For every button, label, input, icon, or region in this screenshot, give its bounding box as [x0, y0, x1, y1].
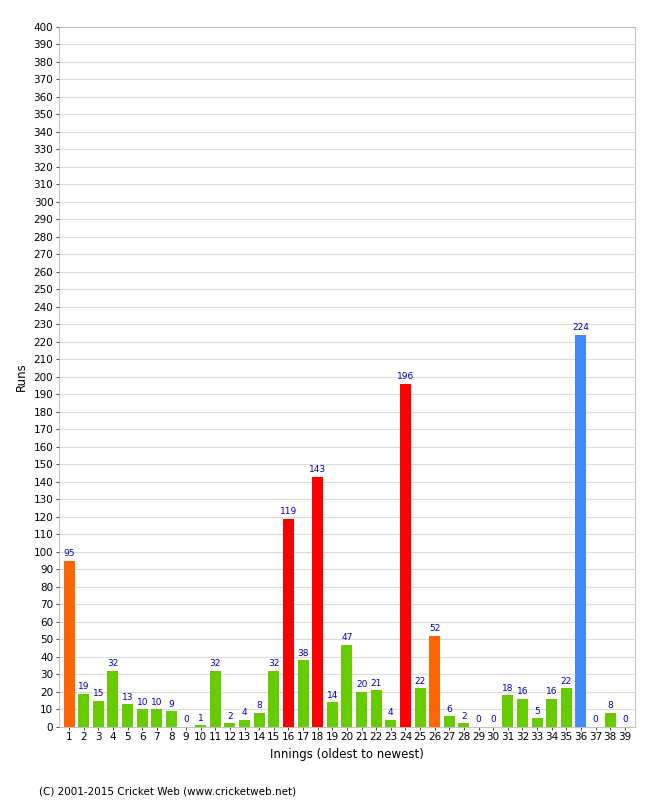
Text: 10: 10	[151, 698, 162, 706]
X-axis label: Innings (oldest to newest): Innings (oldest to newest)	[270, 748, 424, 761]
Bar	[429, 636, 440, 727]
Bar	[517, 699, 528, 727]
Bar	[415, 688, 426, 727]
Bar	[93, 701, 104, 727]
Text: 10: 10	[136, 698, 148, 706]
Text: 8: 8	[256, 702, 262, 710]
Bar	[136, 710, 148, 727]
Text: 32: 32	[107, 659, 119, 668]
Text: 0: 0	[622, 715, 628, 724]
Bar	[502, 695, 514, 727]
Bar	[254, 713, 265, 727]
Text: 18: 18	[502, 684, 514, 693]
Text: 9: 9	[168, 699, 174, 709]
Bar	[298, 660, 309, 727]
Bar	[210, 671, 221, 727]
Text: 14: 14	[326, 690, 338, 700]
Bar	[151, 710, 162, 727]
Text: 95: 95	[63, 549, 75, 558]
Text: 1: 1	[198, 714, 203, 722]
Text: 15: 15	[92, 689, 104, 698]
Text: 119: 119	[280, 507, 297, 516]
Text: 19: 19	[78, 682, 90, 691]
Bar	[327, 702, 338, 727]
Text: 143: 143	[309, 465, 326, 474]
Text: 0: 0	[490, 715, 496, 724]
Text: 2: 2	[461, 712, 467, 721]
Bar	[78, 694, 89, 727]
Bar	[532, 718, 543, 727]
Bar	[312, 477, 323, 727]
Text: 6: 6	[447, 705, 452, 714]
Bar	[561, 688, 572, 727]
Y-axis label: Runs: Runs	[15, 362, 28, 391]
Bar	[283, 518, 294, 727]
Text: 0: 0	[593, 715, 599, 724]
Bar	[239, 720, 250, 727]
Text: 224: 224	[573, 323, 590, 332]
Text: 0: 0	[183, 715, 189, 724]
Bar	[444, 716, 455, 727]
Bar	[122, 704, 133, 727]
Bar	[107, 671, 118, 727]
Bar	[370, 690, 382, 727]
Bar	[400, 384, 411, 727]
Bar	[195, 725, 206, 727]
Text: 47: 47	[341, 633, 352, 642]
Text: 22: 22	[561, 677, 572, 686]
Bar	[268, 671, 280, 727]
Bar	[64, 561, 75, 727]
Text: 196: 196	[396, 372, 414, 382]
Text: 16: 16	[546, 687, 558, 696]
Text: 21: 21	[370, 678, 382, 687]
Text: 32: 32	[268, 659, 280, 668]
Text: 38: 38	[297, 649, 309, 658]
Bar	[458, 723, 469, 727]
Text: 5: 5	[534, 706, 540, 715]
Text: 2: 2	[227, 712, 233, 721]
Text: 52: 52	[429, 624, 440, 634]
Text: 32: 32	[210, 659, 221, 668]
Text: 0: 0	[476, 715, 482, 724]
Bar	[166, 711, 177, 727]
Bar	[356, 692, 367, 727]
Text: 22: 22	[415, 677, 426, 686]
Text: 4: 4	[242, 708, 248, 718]
Text: 4: 4	[388, 708, 394, 718]
Text: 13: 13	[122, 693, 133, 702]
Bar	[385, 720, 396, 727]
Text: 20: 20	[356, 680, 367, 690]
Bar	[575, 335, 586, 727]
Bar	[546, 699, 557, 727]
Text: (C) 2001-2015 Cricket Web (www.cricketweb.net): (C) 2001-2015 Cricket Web (www.cricketwe…	[39, 786, 296, 796]
Bar	[604, 713, 616, 727]
Text: 16: 16	[517, 687, 528, 696]
Text: 8: 8	[607, 702, 613, 710]
Bar	[224, 723, 235, 727]
Bar	[341, 645, 352, 727]
